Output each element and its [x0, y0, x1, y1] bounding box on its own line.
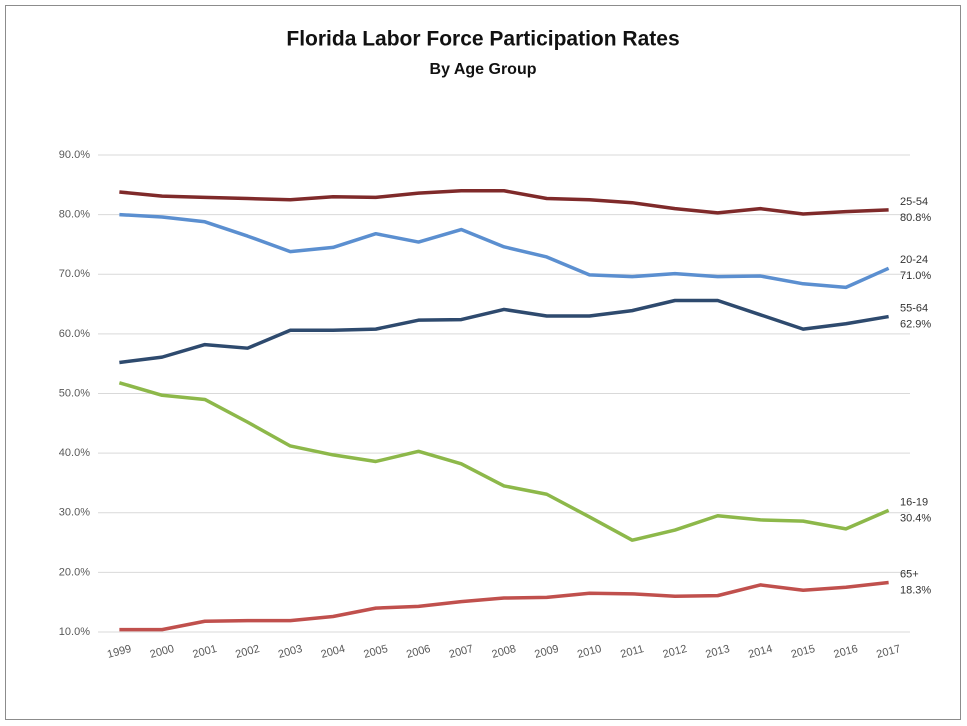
y-tick-label: 90.0%	[59, 149, 90, 161]
end-label-name: 25-54	[900, 196, 928, 208]
chart-subtitle: By Age Group	[430, 61, 537, 78]
end-label-name: 65+	[900, 568, 919, 580]
y-tick-label: 60.0%	[59, 328, 90, 340]
y-tick-label: 80.0%	[59, 209, 90, 221]
series-line	[119, 189, 889, 216]
series-line	[119, 212, 890, 290]
end-label-value: 30.4%	[900, 512, 931, 524]
x-tick-label: 2011	[619, 643, 645, 661]
end-label-value: 71.0%	[900, 270, 931, 282]
end-label-value: 62.9%	[900, 318, 931, 330]
end-label-name: 16-19	[900, 496, 928, 508]
y-tick-label: 70.0%	[59, 268, 90, 280]
y-tick-label: 10.0%	[59, 626, 90, 638]
y-tick-label: 30.0%	[59, 507, 90, 519]
y-tick-label: 40.0%	[59, 447, 90, 459]
series-line	[118, 381, 890, 542]
end-label-name: 55-64	[900, 302, 928, 314]
end-label-value: 80.8%	[900, 212, 931, 224]
chart-title: Florida Labor Force Participation Rates	[286, 28, 679, 51]
chart-frame	[5, 5, 961, 720]
end-label-value: 18.3%	[900, 584, 931, 596]
series-line	[119, 298, 889, 365]
series-line	[119, 580, 889, 632]
y-tick-label: 20.0%	[59, 566, 90, 578]
y-tick-label: 50.0%	[59, 387, 90, 399]
end-label-name: 20-24	[900, 254, 928, 266]
